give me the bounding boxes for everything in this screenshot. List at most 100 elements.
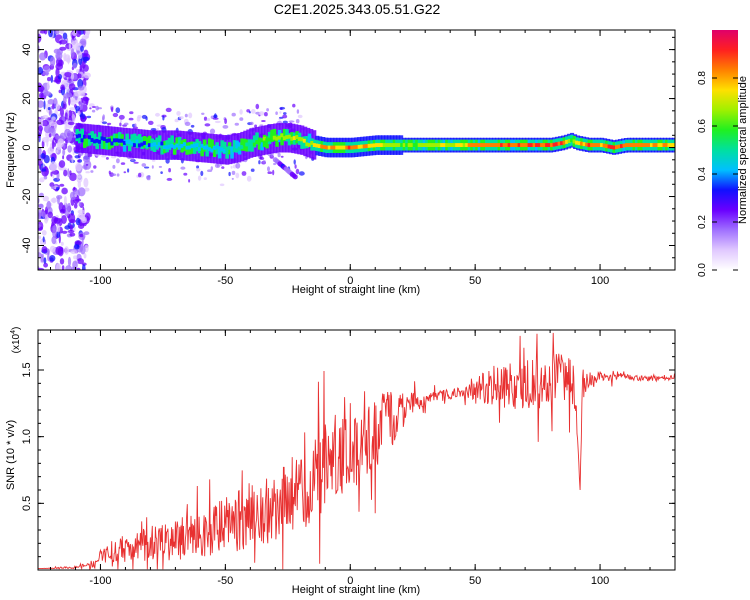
ridge-core (167, 144, 171, 149)
noise-blob (61, 187, 68, 195)
noise-blob (49, 245, 56, 253)
spectral-speckle (259, 157, 265, 160)
spectral-speckle (180, 166, 186, 170)
ridge-band (167, 137, 172, 150)
spectral-speckle (120, 162, 126, 165)
ridge-core (382, 143, 386, 147)
noise-blob (38, 224, 41, 228)
noise-blob (62, 149, 66, 156)
ridge-band (105, 137, 109, 150)
ridge-core (160, 141, 164, 146)
ridge-core (93, 139, 96, 144)
ridge-core (275, 136, 279, 141)
spectral-speckle (207, 169, 213, 172)
ridge-core (577, 141, 581, 146)
ridge-core (425, 143, 429, 147)
ridge-core (260, 138, 264, 143)
noise-blob (76, 68, 80, 74)
noise-blob (47, 107, 51, 111)
ridge-core (352, 145, 356, 150)
ridge-core (88, 135, 91, 140)
ridge-band (262, 134, 267, 147)
spectral-speckle (128, 117, 134, 121)
noise-blob (38, 147, 42, 156)
spectral-speckle (288, 120, 295, 123)
ridge-band (230, 146, 234, 159)
noise-blob (83, 72, 91, 79)
ridge-core (420, 143, 424, 147)
ridge-core (115, 138, 119, 143)
ridge-core (190, 144, 194, 149)
ridge-band (177, 137, 182, 150)
ridge-core (142, 141, 146, 145)
noise-blob (60, 241, 64, 246)
ridge-core (670, 143, 673, 147)
spectral-speckle (297, 114, 303, 119)
ridge-core (537, 143, 541, 147)
spectral-speckle (119, 122, 122, 127)
ridge-band (222, 141, 227, 154)
spec-ytick-label: -20 (21, 189, 33, 205)
noise-blob (47, 77, 51, 82)
noise-blob (62, 205, 66, 214)
ridge-core (98, 139, 101, 144)
spectral-speckle (196, 165, 200, 169)
noise-blob (46, 200, 51, 210)
ridge-core (580, 141, 584, 146)
noise-blob (65, 43, 73, 50)
spectral-speckle (249, 121, 254, 126)
noise-blob (39, 52, 47, 61)
ridge-core (532, 143, 536, 147)
spectral-speckle (272, 169, 275, 176)
spectral-speckle (116, 158, 120, 164)
spectral-speckle (90, 170, 94, 173)
spectral-speckle (282, 120, 288, 124)
spectrogram-ylabel: Frequency (Hz) (5, 112, 17, 188)
noise-blob (50, 74, 54, 83)
ridge-core (357, 144, 361, 149)
ridge-band (122, 139, 127, 152)
ridge-core (635, 143, 638, 147)
ridge-core (552, 142, 556, 147)
ridge-band (132, 133, 137, 146)
ridge-core (482, 143, 486, 147)
ridge-core (637, 143, 641, 147)
ridge-core (122, 140, 126, 145)
ridge-core (387, 143, 391, 147)
ridge-core (360, 144, 364, 149)
noise-blob (79, 64, 83, 71)
noise-blob (45, 206, 48, 215)
ridge-core (392, 143, 396, 147)
snr-scale-exponent: 4 (10, 330, 17, 334)
noise-blob (51, 139, 55, 150)
noise-blob (75, 162, 83, 172)
ridge-core (547, 143, 551, 147)
ridge-core (555, 142, 559, 147)
snr-ytick-label: 1.5 (21, 362, 33, 377)
noise-blob (52, 228, 57, 239)
ridge-band (240, 138, 244, 151)
noise-blob (65, 136, 68, 146)
spectrogram-panel: -100 -50 0 50 100 -40 -20 0 20 40 Height of strai… (5, 29, 676, 296)
ridge-core (610, 145, 614, 149)
spectral-speckle (134, 123, 137, 128)
ridge-core (660, 143, 663, 147)
ridge-core (257, 140, 261, 145)
noise-blob (61, 230, 68, 234)
noise-blob (66, 130, 72, 137)
noise-blob (69, 97, 77, 103)
spectral-speckle (209, 128, 216, 135)
noise-blob (47, 248, 50, 256)
ridge-core (285, 135, 289, 140)
spectral-speckle (95, 105, 99, 111)
spectral-speckle (158, 165, 162, 168)
ridge-core (262, 136, 266, 141)
ridge-core (567, 139, 571, 143)
spectral-speckle (212, 117, 219, 120)
ridge-core (652, 143, 656, 147)
ridge-core (582, 142, 586, 147)
ridge-core (245, 142, 249, 147)
ridge-core (237, 146, 241, 151)
noise-blob (57, 196, 60, 205)
noise-blob (70, 48, 75, 59)
